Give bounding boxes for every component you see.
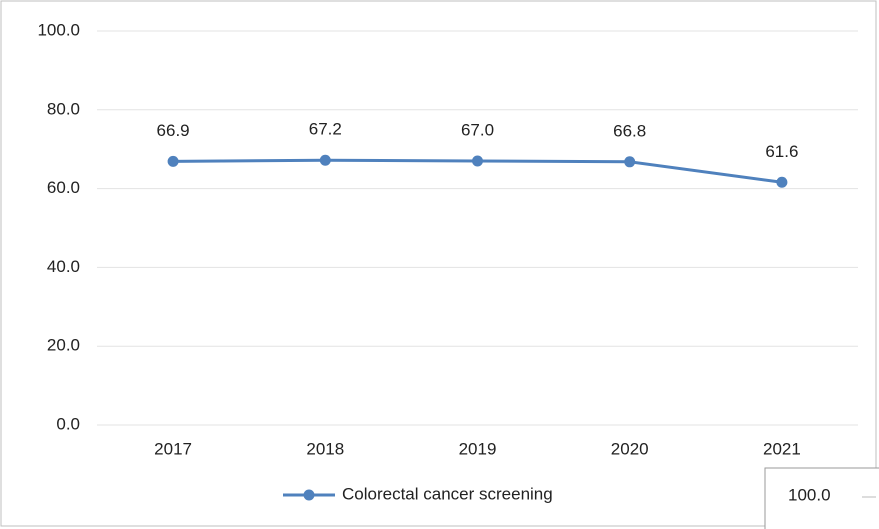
data-point (167, 155, 179, 167)
x-tick-label: 2020 (611, 439, 649, 458)
legend-label: Colorectal cancer screening (342, 484, 553, 503)
data-label: 61.6 (765, 142, 798, 161)
x-tick-label: 2017 (154, 439, 192, 458)
x-tick-label: 2021 (763, 439, 801, 458)
data-point (776, 176, 788, 188)
y-tick-label: 60.0 (47, 178, 80, 197)
data-label: 66.9 (157, 121, 190, 140)
legend-marker (303, 489, 315, 501)
x-tick-label: 2018 (306, 439, 344, 458)
x-tick-label: 2019 (459, 439, 497, 458)
data-point (319, 154, 331, 166)
overlay-label: 100.0 (788, 485, 831, 504)
y-tick-label: 100.0 (37, 20, 80, 39)
plot: 0.0 20.0 40.0 60.0 80.0 100.0 2017 2018 2019 2020… (37, 20, 858, 503)
data-point (472, 155, 483, 167)
overlay-box (764, 467, 879, 529)
y-tick-label: 80.0 (47, 99, 80, 118)
data-label: 67.0 (461, 121, 494, 140)
y-tick-label: 40.0 (47, 257, 80, 276)
data-point (624, 156, 636, 168)
y-tick-label: 20.0 (47, 336, 80, 355)
data-label: 67.2 (309, 120, 342, 139)
y-tick-label: 0.0 (56, 414, 80, 433)
data-label: 66.8 (613, 121, 646, 140)
